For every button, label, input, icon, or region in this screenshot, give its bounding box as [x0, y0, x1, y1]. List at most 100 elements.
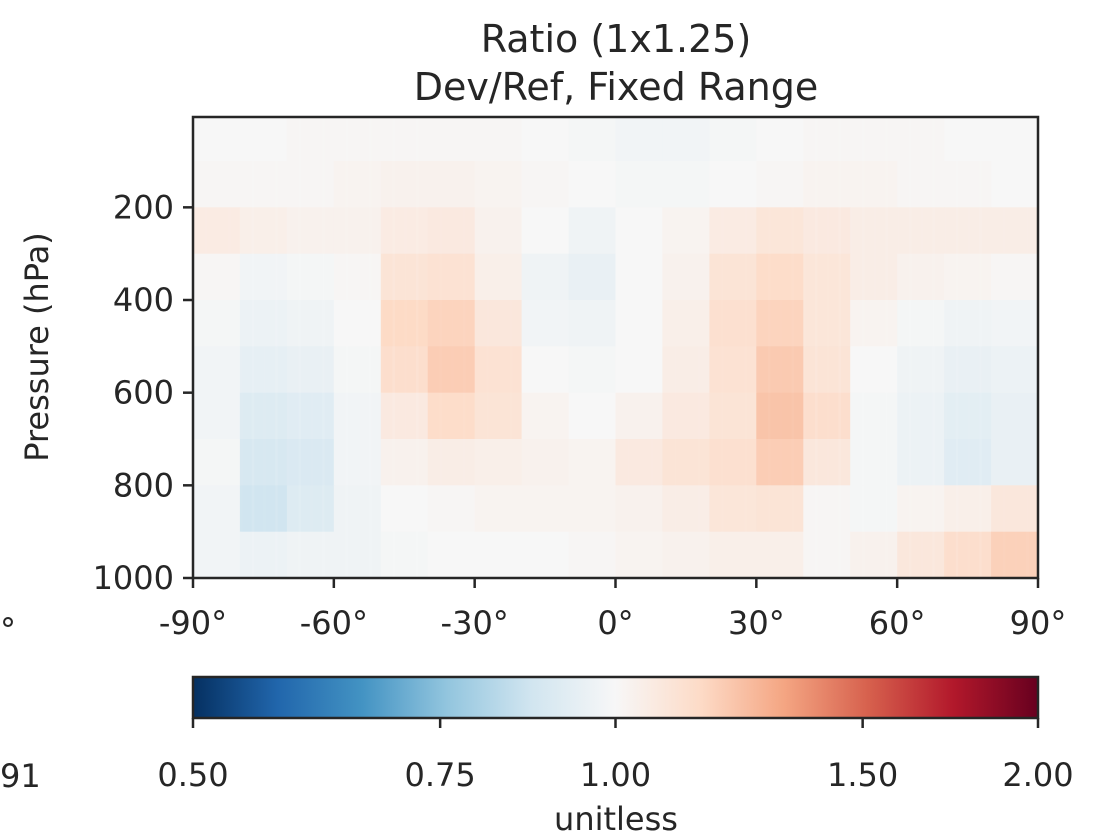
heatmap-cell — [944, 207, 992, 255]
texture-stripe — [850, 117, 853, 578]
heatmap-cell — [615, 207, 663, 255]
heatmap-cell — [286, 161, 335, 208]
texture-stripe — [251, 117, 255, 578]
heatmap-cell — [521, 117, 570, 162]
heatmap-cell — [474, 300, 523, 347]
texture-stripe — [392, 117, 395, 578]
heatmap-cell — [333, 161, 382, 208]
heatmap-cell — [615, 117, 663, 162]
heatmap-cell — [944, 392, 992, 440]
texture-stripe — [791, 117, 794, 578]
heatmap-cell — [380, 531, 429, 578]
heatmap-cell — [474, 161, 523, 208]
texture-stripe — [686, 117, 689, 578]
heatmap-cell — [803, 392, 851, 440]
x-tick-label: 60° — [869, 604, 926, 642]
heatmap-cell — [991, 253, 1038, 301]
heatmap-cell — [662, 253, 710, 301]
heatmap-cell — [991, 531, 1038, 578]
heatmap-cell — [662, 531, 710, 578]
heatmap-cell — [286, 439, 335, 486]
texture-stripe — [908, 117, 912, 578]
x-tick-label: 30° — [728, 604, 785, 642]
heatmap-cell — [568, 346, 617, 394]
heatmap-cell — [615, 531, 663, 578]
heatmap-cell — [474, 117, 523, 162]
texture-stripe — [569, 117, 572, 578]
heatmap-cell — [521, 253, 570, 301]
heatmap-cell — [286, 346, 335, 394]
heatmap-cell — [850, 439, 898, 486]
x-axis: -90° -60° -30° 0° 30° 60° 90° — [159, 578, 1066, 642]
heatmap-cell — [286, 207, 335, 255]
heatmap-cell — [286, 485, 335, 533]
texture-stripe — [697, 117, 701, 578]
heatmap-cell — [709, 207, 757, 255]
heatmap-cell — [803, 161, 851, 208]
colorbar-tick-label: 0.75 — [405, 756, 476, 794]
heatmap-cell — [521, 392, 570, 440]
heatmap-cell — [427, 392, 476, 440]
heatmap-cell — [193, 117, 241, 162]
heatmap-cell — [427, 346, 476, 394]
heatmap-cell — [803, 485, 851, 533]
texture-stripe — [286, 117, 290, 578]
heatmap-cell — [333, 300, 382, 347]
texture-stripe — [885, 117, 888, 578]
texture-stripe — [991, 117, 994, 578]
heatmap-cell — [615, 161, 663, 208]
heatmap-cell — [709, 300, 757, 347]
y-tick-label: 400 — [113, 281, 174, 319]
heatmap-cell — [615, 300, 663, 347]
heatmap-cell — [615, 485, 663, 533]
heatmap-cell — [239, 346, 288, 394]
texture-stripe — [333, 117, 337, 578]
heatmap-cell — [662, 207, 710, 255]
heatmap-cell — [239, 439, 288, 486]
texture-stripe — [639, 117, 642, 578]
texture-stripe — [369, 117, 372, 578]
texture-stripe — [733, 117, 736, 578]
texture-stripe — [826, 117, 830, 578]
heatmap-cell — [568, 117, 617, 162]
texture-stripe — [498, 117, 501, 578]
heatmap-cell — [850, 346, 898, 394]
heatmap-cell — [333, 531, 382, 578]
heatmap-cell — [380, 346, 429, 394]
heatmap-cell — [568, 392, 617, 440]
heatmap-cell — [239, 253, 288, 301]
heatmap-cell — [709, 439, 757, 486]
heatmap-cell — [380, 300, 429, 347]
heatmap-cell — [615, 253, 663, 301]
texture-stripe — [522, 117, 525, 578]
heatmap-cell — [239, 161, 288, 208]
texture-stripe — [1026, 117, 1029, 578]
heatmap-cell — [662, 485, 710, 533]
heatmap-cell — [193, 207, 241, 255]
texture-stripe — [616, 117, 619, 578]
heatmap-cell — [756, 253, 804, 301]
heatmap-cell — [850, 485, 898, 533]
heatmap-cell — [380, 207, 429, 255]
texture-stripe — [462, 117, 466, 578]
heatmap-cell — [991, 439, 1038, 486]
texture-stripe — [744, 117, 748, 578]
heatmap-cell — [286, 392, 335, 440]
x-tick-label: 0° — [597, 604, 633, 642]
y-axis-label: Pressure (hPa) — [18, 232, 56, 462]
heatmap-cell — [803, 253, 851, 301]
colorbar-tick-label: 1.00 — [580, 756, 651, 794]
heatmap-cell — [239, 531, 288, 578]
texture-stripe — [533, 117, 536, 578]
clipped-colorbar-fragment: 91 — [0, 757, 41, 795]
heatmap-texture — [204, 117, 1029, 578]
heatmap-cell — [944, 346, 992, 394]
texture-stripe — [944, 117, 947, 578]
chart-subtitle: Dev/Ref, Fixed Range — [414, 65, 819, 109]
heatmap-cell — [897, 346, 945, 394]
texture-stripe — [428, 117, 431, 578]
heatmap-cell — [193, 253, 241, 301]
texture-stripe — [239, 117, 243, 578]
texture-stripe — [1002, 117, 1006, 578]
